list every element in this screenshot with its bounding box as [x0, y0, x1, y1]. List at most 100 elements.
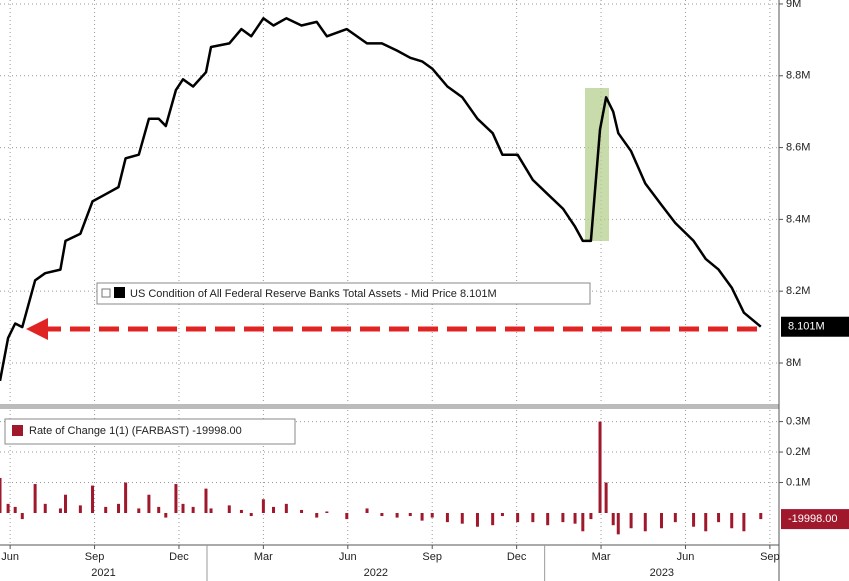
bar [365, 508, 369, 514]
legend-toggle[interactable] [101, 288, 111, 298]
bar [204, 488, 208, 514]
bar [730, 513, 734, 529]
bar [380, 513, 384, 517]
bar [460, 513, 464, 524]
bar [589, 513, 593, 520]
bar [673, 513, 677, 523]
year-label: 2021 [91, 567, 115, 579]
bar [561, 513, 565, 523]
bar [147, 494, 151, 514]
bar [717, 513, 721, 523]
x-tick-label: Jun [339, 551, 357, 563]
bar [430, 513, 434, 518]
bar [33, 484, 37, 514]
bar [546, 513, 550, 526]
legend-swatch [114, 287, 125, 298]
bar [325, 511, 329, 514]
bar [604, 482, 608, 514]
value-badge [781, 509, 849, 530]
bar [445, 513, 449, 523]
bar [104, 506, 108, 514]
bar [408, 513, 412, 517]
bar [759, 513, 763, 520]
bar [6, 503, 10, 514]
bar [581, 513, 585, 532]
bar [239, 509, 243, 514]
legend-box [4, 418, 296, 445]
bar [13, 506, 17, 514]
x-tick-label: Sep [85, 551, 105, 563]
bar [598, 421, 602, 514]
y-tick-label: 0.2M [786, 446, 810, 458]
y-tick-label: 0.1M [786, 476, 810, 488]
bar [315, 513, 319, 518]
bar [704, 513, 708, 532]
bar [20, 513, 24, 520]
grid-layer [0, 0, 779, 545]
y-tick-label: 8.4M [786, 213, 810, 225]
bar [272, 506, 276, 514]
bar [78, 505, 82, 514]
bar [491, 513, 495, 526]
mark-layer [0, 17, 763, 535]
x-tick-label: Jun [1, 551, 19, 563]
bar [611, 513, 615, 526]
bar [0, 477, 2, 514]
bar [284, 503, 288, 514]
bar [531, 513, 535, 523]
y-tick-label: 8.6M [786, 141, 810, 153]
x-tick-label: Jun [677, 551, 695, 563]
y-tick-label: 8.2M [786, 285, 810, 297]
value-label: 8.101M [788, 321, 825, 333]
bar [420, 513, 424, 521]
y-tick-label: 8M [786, 357, 801, 369]
bar [692, 513, 696, 527]
bar [500, 513, 504, 517]
value-label: -19998.00 [788, 513, 838, 525]
bar [616, 513, 620, 535]
legend-box [96, 282, 591, 305]
bar [58, 508, 62, 514]
bar [124, 482, 128, 514]
legend-swatch [12, 425, 23, 436]
bar [227, 505, 231, 514]
bar [345, 513, 349, 520]
x-tick-label: Sep [422, 551, 442, 563]
bar [157, 506, 161, 514]
bar [164, 513, 168, 518]
bar [516, 513, 520, 523]
bar [137, 508, 141, 514]
bar [249, 513, 253, 517]
legend-label: Rate of Change 1(1) (FARBAST) -19998.00 [29, 425, 242, 437]
bar [573, 513, 577, 524]
bar [261, 499, 265, 514]
x-tick-label: Dec [169, 551, 189, 563]
y-tick-label: 8.8M [786, 70, 810, 82]
bar [209, 508, 213, 514]
panel-divider [0, 404, 779, 409]
bar [174, 484, 178, 514]
x-tick-label: Dec [507, 551, 527, 563]
legend-label: US Condition of All Federal Reserve Bank… [130, 288, 497, 300]
year-label: 2023 [650, 567, 674, 579]
bar [191, 506, 195, 514]
x-tick-label: Mar [254, 551, 273, 563]
y-tick-label: 0.3M [786, 415, 810, 427]
bar [91, 485, 95, 514]
bar [181, 503, 185, 514]
bar [475, 513, 479, 527]
x-tick-label: Sep [760, 551, 780, 563]
bar [43, 503, 47, 514]
year-label: 2022 [364, 567, 388, 579]
bar [117, 503, 121, 514]
bar [300, 509, 304, 514]
line-series [0, 17, 762, 382]
bar [64, 494, 68, 514]
y-tick-label: 9M [786, 0, 801, 10]
bar [659, 513, 663, 529]
bar [395, 513, 399, 518]
arrow-head [26, 318, 48, 340]
bar [629, 513, 633, 529]
x-tick-label: Mar [592, 551, 611, 563]
